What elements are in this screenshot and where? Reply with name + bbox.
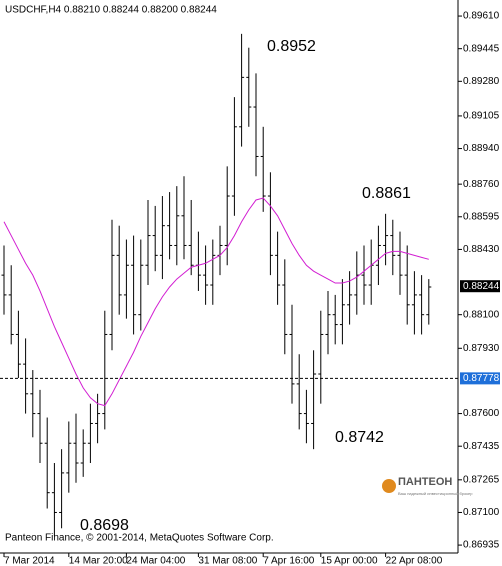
- y-tick-label: 0.88430: [463, 244, 500, 255]
- y-tick-label: 0.89610: [463, 11, 500, 22]
- y-tick-label: 0.89105: [463, 111, 500, 122]
- y-tick-label: 0.88100: [463, 309, 500, 320]
- logo: ПАНТЕОН Ваш надежный инвестиционный брок…: [382, 476, 473, 496]
- annotation: 0.8861: [362, 185, 411, 202]
- y-tick-label: 0.89280: [463, 76, 500, 87]
- footer: Panteon Finance, © 2001-2014, MetaQuotes…: [5, 533, 274, 544]
- annotation: 0.8952: [267, 38, 316, 55]
- y-tick-label: 0.88595: [463, 211, 500, 222]
- price-label-box: [460, 280, 500, 293]
- moving-average: [3, 197, 429, 407]
- annotation: 0.8742: [335, 429, 384, 446]
- x-tick-label: 15 Apr 00:00: [321, 556, 378, 566]
- y-tick-label: 0.87265: [463, 474, 500, 485]
- y-tick-label: 0.88940: [463, 143, 500, 154]
- y-tick-label: 0.87100: [463, 507, 500, 518]
- x-tick-label: 14 Mar 20:00: [69, 556, 128, 566]
- logo-name: ПАНТЕОН: [398, 476, 452, 488]
- price-label: 0.88244: [463, 281, 500, 292]
- logo-tagline: Ваш надежный инвестиционный брокер: [398, 491, 473, 496]
- y-tick-label: 0.88760: [463, 179, 500, 190]
- plot-area: [0, 33, 458, 537]
- y-tick-label: 0.87435: [463, 441, 500, 452]
- logo-icon: [382, 479, 396, 493]
- y-tick-label: 0.86935: [463, 540, 500, 551]
- x-tick-label: 7 Apr 16:00: [263, 556, 315, 566]
- y-tick-label: 0.87930: [463, 343, 500, 354]
- annotation: 0.8698: [80, 517, 129, 534]
- level-label-box: [460, 372, 500, 385]
- x-tick-label: 22 Apr 08:00: [386, 556, 443, 566]
- x-tick-label: 31 Mar 08:00: [198, 556, 257, 566]
- y-tick-label: 0.87600: [463, 408, 500, 419]
- chart-title: USDCHF,H4 0.88210 0.88244 0.88200 0.8824…: [5, 5, 217, 16]
- y-tick-label: 0.89445: [463, 43, 500, 54]
- level-label: 0.87778: [463, 373, 500, 384]
- x-tick-label: 24 Mar 04:00: [126, 556, 185, 566]
- x-tick-label: 7 Mar 2014: [4, 556, 55, 566]
